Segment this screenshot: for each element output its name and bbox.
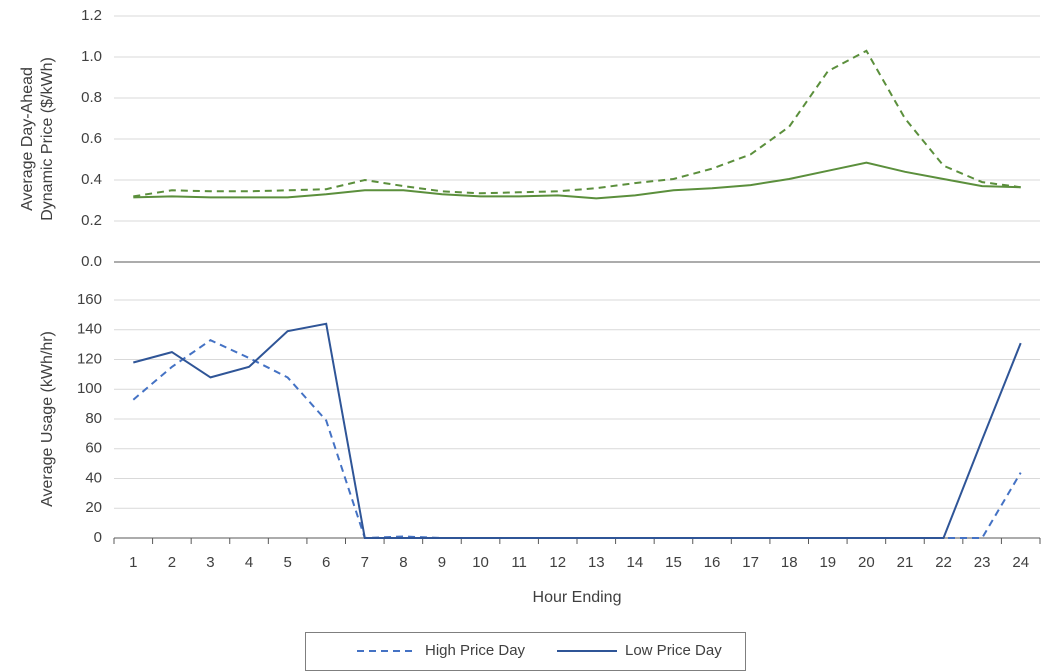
line-series: [133, 161, 1021, 200]
y-tick-label: 80: [85, 410, 102, 427]
x-tick-label: 22: [935, 554, 952, 571]
x-tick-label: 8: [399, 554, 407, 571]
line-series: [133, 322, 1022, 539]
y-tick-label: 0.6: [81, 130, 102, 147]
x-tick-label: 12: [549, 554, 566, 571]
x-tick-label: 3: [206, 554, 214, 571]
y-tick-label: 1.2: [81, 7, 102, 24]
y-tick-label: 0: [94, 529, 102, 546]
x-tick-label: 2: [168, 554, 176, 571]
x-tick-label: 15: [665, 554, 682, 571]
y-tick-label: 160: [77, 291, 102, 308]
y-tick-label: 1.0: [81, 48, 102, 65]
y-tick-label: 60: [85, 440, 102, 457]
x-tick-label: 19: [819, 554, 836, 571]
y-tick-label: 40: [85, 469, 102, 486]
x-tick-label: 14: [627, 554, 644, 571]
x-tick-label: 20: [858, 554, 875, 571]
y-axis-title: Dynamic Price ($/kWh): [39, 57, 56, 221]
legend-label: Low Price Day: [625, 642, 722, 659]
x-tick-label: 6: [322, 554, 330, 571]
x-tick-label: 5: [283, 554, 291, 571]
y-axis-title: Average Day-Ahead: [19, 67, 36, 211]
x-tick-label: 7: [361, 554, 369, 571]
x-tick-label: 11: [511, 554, 527, 571]
legend-box: [305, 632, 746, 671]
x-tick-label: 24: [1012, 554, 1029, 571]
x-tick-label: 13: [588, 554, 605, 571]
legend-label: High Price Day: [425, 642, 526, 659]
x-tick-label: 17: [742, 554, 759, 571]
x-tick-label: 9: [438, 554, 446, 571]
x-tick-label: 4: [245, 554, 253, 571]
x-tick-label: 21: [897, 554, 914, 571]
y-tick-label: 20: [85, 499, 102, 516]
x-tick-label: 16: [704, 554, 721, 571]
x-tick-label: 18: [781, 554, 798, 571]
y-tick-label: 0.0: [81, 253, 102, 270]
y-tick-label: 0.2: [81, 212, 102, 229]
x-tick-label: 1: [129, 554, 137, 571]
y-tick-label: 100: [77, 380, 102, 397]
y-tick-label: 120: [77, 350, 102, 367]
y-tick-label: 140: [77, 321, 102, 338]
x-tick-label: 10: [472, 554, 489, 571]
x-tick-label: 23: [974, 554, 991, 571]
line-series: [133, 49, 1021, 198]
y-axis-title: Average Usage (kWh/hr): [39, 331, 56, 507]
y-tick-label: 0.4: [81, 171, 102, 188]
y-tick-label: 0.8: [81, 89, 102, 106]
x-axis-title: Hour Ending: [533, 589, 622, 606]
